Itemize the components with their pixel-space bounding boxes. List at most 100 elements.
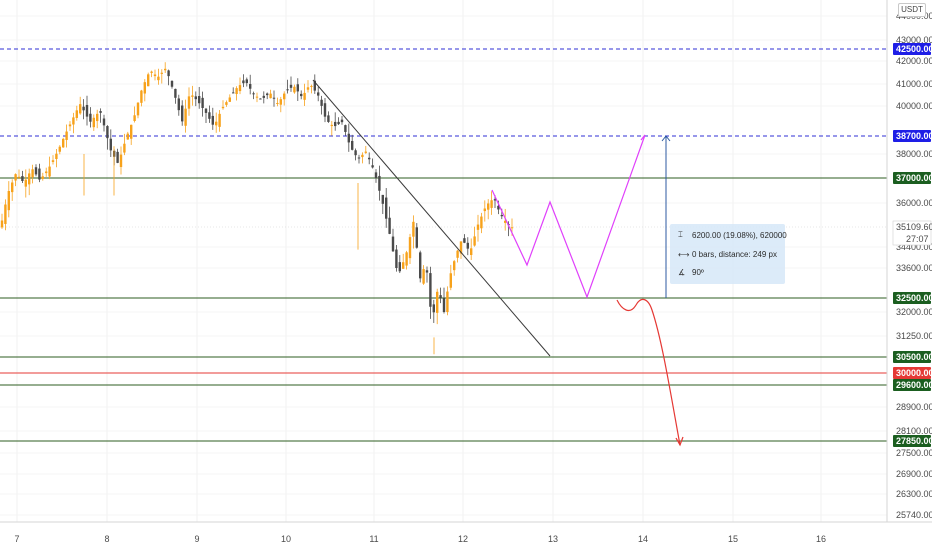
candle-body [354,150,357,156]
candle-body [96,113,99,122]
candle-body [123,143,126,153]
price-axis-labels: 44000.0043000.0042000.0041000.0040000.00… [896,11,932,520]
candle-body [476,224,480,230]
candle-body [490,200,493,208]
measure-angle: 90º [692,267,704,277]
measure-tooltip: ⌶ 6200.00 (19.08%), 620000 ⟷ 0 bars, dis… [670,224,787,284]
downtrend-line[interactable] [312,79,551,357]
candle-body [130,124,133,139]
price-tag-bg [893,292,931,304]
candle-body [272,97,276,99]
candle-body [89,113,92,122]
candle-body [286,89,289,91]
time-axis-label: 16 [816,534,826,544]
candle-body [306,87,310,90]
candle-body [371,165,374,168]
candle-body [276,102,279,104]
time-axis-panel[interactable] [0,522,932,550]
candle-body [466,242,469,249]
price-tag-text: 42500.00 [896,44,932,54]
candle-body [310,85,313,87]
candle-body [174,88,177,98]
candle-body [374,172,378,178]
candle-body [391,236,395,252]
candle-body [402,262,405,269]
candle-body [340,119,344,123]
candle-body [249,84,252,89]
candle-body [164,68,167,71]
candle-body [7,191,10,211]
candle-body [289,84,293,88]
tag-30500: 30500.00 [893,351,932,363]
candle-body [79,104,82,114]
projection-path-red[interactable] [616,298,681,446]
price-axis-label: 26900.00 [896,469,932,479]
candle-body [405,252,408,266]
price-axis-label: 28900.00 [896,402,932,412]
projection-arrow-red [675,436,684,447]
candle-body [160,72,163,74]
candle-body [255,96,259,98]
current-price-box [892,220,932,246]
candle-body [204,108,208,113]
candle-body [238,85,242,92]
candle-body [459,241,463,254]
tag-29600: 29600.00 [893,379,932,391]
candle-body [177,98,180,111]
candle-body [198,96,201,104]
drawing-tools[interactable] [312,79,684,447]
price-axis-label: 27500.00 [896,448,932,458]
price-tag-text: 30500.00 [896,352,932,362]
candle-body [283,93,286,100]
time-axis-label: 15 [728,534,738,544]
time-axis-label: 9 [194,534,199,544]
candle-body [75,110,78,118]
candle-body [62,138,65,148]
candle-body [92,117,95,128]
candle-body [330,124,333,127]
candle-body [364,151,367,153]
candle-body [398,262,401,272]
price-tags: 42500.00 38700.00 37000.00 32500.00 30500.00… [893,43,932,447]
candle-body [106,126,109,139]
candlesticks [0,62,514,355]
candle-body [17,176,21,178]
candle-body [439,295,442,298]
candle-body [408,237,412,259]
candle-body [31,169,34,178]
measure-arrow-head [661,135,671,142]
horizontal-levels[interactable] [0,48,887,442]
angle-icon: ∡ [678,267,686,277]
candle-body [504,220,507,223]
candle-body [317,92,320,96]
candle-body [361,154,364,158]
candle-body [425,270,429,273]
candle-body [99,111,102,113]
price-axis-label: 43000.00 [896,35,932,45]
candle-body [487,203,490,210]
candle-body [208,112,211,119]
candle-body [300,93,303,97]
projection-path-pink[interactable] [491,134,646,299]
candle-body [34,167,38,175]
candle-body [334,121,337,127]
tag-27850: 27850.00 [893,435,932,447]
candle-body [170,80,174,87]
measure-angle-row: ∡ 90º [678,266,704,278]
candle-body [11,182,14,193]
candle-body [381,194,384,204]
candle-body [51,160,55,162]
candle-body [470,248,473,255]
candle-body [45,171,48,174]
time-axis-label: 8 [104,534,109,544]
candle-body [28,173,31,185]
candle-body [453,261,456,271]
candle-body [245,79,248,84]
price-tag-bg [893,379,931,391]
candle-body [184,108,187,126]
candle-body [480,216,483,229]
currency-unit-label[interactable]: USDT [898,3,926,17]
candle-body [313,80,316,91]
candle-body [347,133,350,143]
